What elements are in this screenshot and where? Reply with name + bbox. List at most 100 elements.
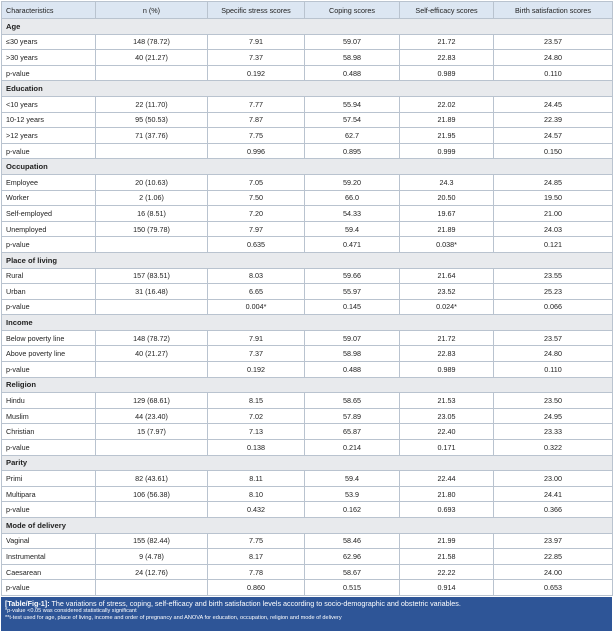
column-header: Specific stress scores [207, 1, 305, 19]
row-label: Urban [1, 283, 96, 300]
column-header: Characteristics [1, 1, 96, 19]
row-label: Primi [1, 470, 96, 487]
cell: 58.46 [304, 532, 400, 550]
cell: 0.121 [493, 236, 613, 253]
row-label: p-value [1, 236, 96, 253]
table-row: p-value 0.192 0.488 0.989 0.110 [1, 64, 613, 82]
row-label: p-value [1, 501, 96, 518]
cell: 0.110 [493, 361, 613, 378]
empty-cell [95, 64, 208, 82]
cell: 24.03 [493, 220, 613, 238]
section-row: Income [1, 314, 613, 331]
cell: 0.515 [304, 579, 400, 596]
cell: 57.89 [304, 407, 400, 425]
cell: 59.66 [304, 267, 400, 285]
row-label: p-value [1, 579, 96, 596]
table-row: Multipara 106 (56.38) 8.10 53.9 21.80 24.41 [1, 485, 613, 503]
cell: 54.33 [304, 205, 400, 222]
caption-bar: [Table/Fig-1]: The variations of stress,… [1, 597, 612, 631]
cell: 21.89 [399, 111, 494, 129]
cell: 21.99 [399, 532, 494, 550]
row-label: Instrumental [1, 548, 96, 565]
section-title: Income [1, 314, 613, 331]
cell: 22 (11.70) [95, 95, 208, 113]
cell: 106 (56.38) [95, 485, 208, 503]
cell: 71 (37.76) [95, 127, 208, 144]
cell: 21.72 [399, 33, 494, 51]
table-row: 10-12 years 95 (50.53) 7.87 57.54 21.89 22.39 [1, 111, 613, 129]
header-row: Characteristics n (%) Specific stress scor… [1, 1, 613, 19]
cell: 23.33 [493, 423, 613, 441]
cell: 19.50 [493, 189, 613, 207]
cell: 23.00 [493, 470, 613, 487]
cell: 7.91 [207, 33, 305, 51]
column-header: Birth satisfaction scores [493, 1, 613, 19]
row-label: Unemployed [1, 220, 96, 238]
cell: 24.80 [493, 49, 613, 66]
cell: 7.78 [207, 563, 305, 581]
row-label: Self-employed [1, 205, 96, 222]
cell: 53.9 [304, 485, 400, 503]
cell: 0.322 [493, 439, 613, 456]
cell: 0.999 [399, 142, 494, 160]
empty-cell [95, 579, 208, 596]
cell: 0.989 [399, 361, 494, 378]
row-label: p-value [1, 142, 96, 160]
empty-cell [95, 439, 208, 456]
cell: 0.366 [493, 501, 613, 518]
cell: 58.67 [304, 563, 400, 581]
section-row: Place of living [1, 251, 613, 269]
row-label: Above poverty line [1, 345, 96, 363]
cell: 59.4 [304, 470, 400, 487]
note: *p-value <0.05 was considered statistica… [5, 608, 137, 614]
cell: 58.65 [304, 392, 400, 409]
cell: 7.50 [207, 189, 305, 207]
section-title: Occupation [1, 158, 613, 175]
cell: 24.00 [493, 563, 613, 581]
cell: 157 (83.51) [95, 267, 208, 285]
caption: The variations of stress, coping, self-e… [51, 599, 461, 608]
cell: 0.214 [304, 439, 400, 456]
cell: 31 (16.48) [95, 283, 208, 300]
cell: 59.4 [304, 220, 400, 238]
cell: 0.145 [304, 298, 400, 316]
cell: 22.22 [399, 563, 494, 581]
row-label: p-value [1, 361, 96, 378]
empty-cell [95, 236, 208, 253]
cell: 8.03 [207, 267, 305, 285]
cell: 0.488 [304, 64, 400, 82]
cell: 24 (12.76) [95, 563, 208, 581]
cell: 22.02 [399, 95, 494, 113]
table-row: p-value 0.996 0.895 0.999 0.150 [1, 142, 613, 160]
cell: 21.80 [399, 485, 494, 503]
cell: 0.432 [207, 501, 305, 518]
section-title: Mode of delivery [1, 517, 613, 534]
row-label: p-value [1, 298, 96, 316]
cell: 0.635 [207, 236, 305, 253]
cell: 66.0 [304, 189, 400, 207]
row-label: Muslim [1, 407, 96, 425]
empty-cell [95, 501, 208, 518]
cell: 23.52 [399, 283, 494, 300]
cell: 24.95 [493, 407, 613, 425]
cell: 22.83 [399, 49, 494, 66]
empty-cell [95, 298, 208, 316]
cell: 0.150 [493, 142, 613, 160]
table-row: Above poverty line 40 (21.27) 7.37 58.98 22.… [1, 345, 613, 363]
cell: 148 (78.72) [95, 329, 208, 347]
row-label: 10-12 years [1, 111, 96, 129]
cell: 8.11 [207, 470, 305, 487]
cell: 0.171 [399, 439, 494, 456]
table-row: p-value 0.138 0.214 0.171 0.322 [1, 439, 613, 456]
cell: 7.75 [207, 532, 305, 550]
cell: 0.914 [399, 579, 494, 596]
cell: 23.50 [493, 392, 613, 409]
table-row: Muslim 44 (23.40) 7.02 57.89 23.05 24.95 [1, 407, 613, 425]
section-title: Place of living [1, 251, 613, 269]
cell: 6.65 [207, 283, 305, 300]
table-row: <10 years 22 (11.70) 7.77 55.94 22.02 24.45 [1, 95, 613, 113]
cell: 7.91 [207, 329, 305, 347]
cell: 22.44 [399, 470, 494, 487]
table-row: Unemployed 150 (79.78) 7.97 59.4 21.89 24.03 [1, 220, 613, 238]
cell: 24.80 [493, 345, 613, 363]
